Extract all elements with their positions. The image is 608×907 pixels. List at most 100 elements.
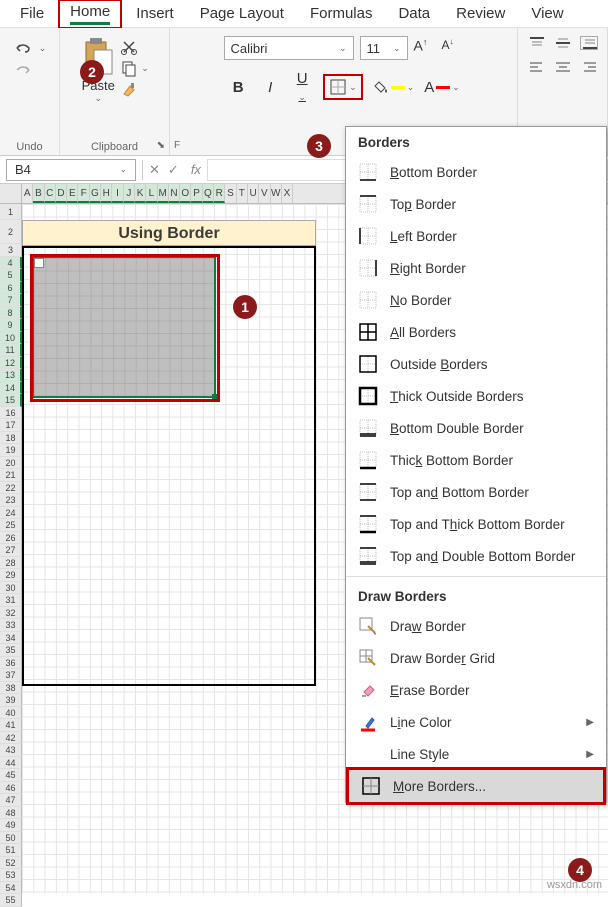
border-menu-line-style[interactable]: Line Style▶ (346, 738, 606, 770)
row-header-12[interactable]: 12 (0, 357, 22, 370)
selection-range[interactable] (32, 256, 216, 398)
row-header-39[interactable]: 39 (0, 694, 22, 707)
row-header-31[interactable]: 31 (0, 594, 22, 607)
row-header-16[interactable]: 16 (0, 407, 22, 420)
row-header-17[interactable]: 17 (0, 419, 22, 432)
border-menu-thick-bottom-border[interactable]: Thick Bottom Border (346, 444, 606, 476)
row-header-27[interactable]: 27 (0, 544, 22, 557)
row-header-55[interactable]: 55 (0, 894, 22, 907)
row-header-20[interactable]: 20 (0, 457, 22, 470)
col-header-T[interactable]: T (237, 184, 248, 203)
col-header-C[interactable]: C (45, 184, 56, 203)
border-menu-top-and-double-bottom-border[interactable]: Top and Double Bottom Border (346, 540, 606, 572)
cut-button[interactable] (120, 38, 149, 56)
border-menu-bottom-border[interactable]: Bottom Border (346, 156, 606, 188)
menu-page-layout[interactable]: Page Layout (188, 1, 296, 26)
border-menu-thick-outside-borders[interactable]: Thick Outside Borders (346, 380, 606, 412)
menu-insert[interactable]: Insert (124, 1, 186, 26)
row-header-19[interactable]: 19 (0, 444, 22, 457)
row-header-8[interactable]: 8 (0, 307, 22, 320)
menu-home[interactable]: Home (58, 0, 122, 29)
increase-font-button[interactable]: A↑ (414, 37, 436, 59)
col-header-H[interactable]: H (101, 184, 112, 203)
col-header-L[interactable]: L (146, 184, 157, 203)
col-header-Q[interactable]: Q (203, 184, 214, 203)
undo-button[interactable]: ⌄ (13, 40, 47, 56)
col-header-E[interactable]: E (67, 184, 78, 203)
border-menu-right-border[interactable]: Right Border (346, 252, 606, 284)
col-header-S[interactable]: S (225, 184, 236, 203)
decrease-font-button[interactable]: A↓ (442, 37, 464, 59)
border-menu-left-border[interactable]: Left Border (346, 220, 606, 252)
italic-button[interactable]: I (259, 79, 281, 96)
row-header-7[interactable]: 7 (0, 294, 22, 307)
col-header-J[interactable]: J (124, 184, 135, 203)
row-header-36[interactable]: 36 (0, 657, 22, 670)
row-header-33[interactable]: 33 (0, 619, 22, 632)
border-menu-top-border[interactable]: Top Border (346, 188, 606, 220)
format-painter-button[interactable] (120, 80, 149, 98)
border-menu-draw-border-grid[interactable]: Draw Border Grid (346, 642, 606, 674)
row-header-41[interactable]: 41 (0, 719, 22, 732)
row-header-35[interactable]: 35 (0, 644, 22, 657)
row-header-11[interactable]: 11 (0, 344, 22, 357)
row-header-18[interactable]: 18 (0, 432, 22, 445)
copy-button[interactable]: ⌄ (120, 59, 149, 77)
name-box[interactable]: B4⌄ (6, 159, 136, 181)
font-name-select[interactable]: Calibri⌄ (224, 36, 354, 60)
row-header-50[interactable]: 50 (0, 832, 22, 845)
align-bottom-icon[interactable] (580, 36, 598, 50)
font-color-button[interactable]: A ⌄ (424, 79, 460, 96)
row-header-30[interactable]: 30 (0, 582, 22, 595)
row-header-40[interactable]: 40 (0, 707, 22, 720)
menu-formulas[interactable]: Formulas (298, 1, 385, 26)
cancel-formula-icon[interactable]: ✕ (149, 162, 160, 178)
row-header-24[interactable]: 24 (0, 507, 22, 520)
col-header-G[interactable]: G (90, 184, 101, 203)
col-header-W[interactable]: W (271, 184, 282, 203)
row-header-47[interactable]: 47 (0, 794, 22, 807)
align-middle-icon[interactable] (554, 36, 572, 50)
borders-button[interactable]: ⌄ (323, 74, 363, 100)
row-header-9[interactable]: 9 (0, 319, 22, 332)
border-menu-erase-border[interactable]: Erase Border (346, 674, 606, 706)
col-header-P[interactable]: P (191, 184, 202, 203)
row-header-53[interactable]: 53 (0, 869, 22, 882)
col-header-R[interactable]: R (214, 184, 225, 203)
col-header-N[interactable]: N (169, 184, 180, 203)
row-header-15[interactable]: 15 (0, 394, 22, 407)
row-header-23[interactable]: 23 (0, 494, 22, 507)
font-launcher-icon[interactable]: F (174, 140, 180, 151)
col-header-M[interactable]: M (158, 184, 169, 203)
row-header-32[interactable]: 32 (0, 607, 22, 620)
row-header-46[interactable]: 46 (0, 782, 22, 795)
row-header-3[interactable]: 3 (0, 244, 22, 257)
border-menu-draw-border[interactable]: Draw Border (346, 610, 606, 642)
row-header-4[interactable]: 4 (0, 257, 22, 270)
row-header-1[interactable]: 1 (0, 204, 22, 220)
bold-button[interactable]: B (227, 79, 249, 96)
row-header-52[interactable]: 52 (0, 857, 22, 870)
fill-color-button[interactable]: ⌄ (373, 80, 415, 94)
border-menu-bottom-double-border[interactable]: Bottom Double Border (346, 412, 606, 444)
row-header-25[interactable]: 25 (0, 519, 22, 532)
row-header-21[interactable]: 21 (0, 469, 22, 482)
row-header-48[interactable]: 48 (0, 807, 22, 820)
col-header-A[interactable]: A (22, 184, 33, 203)
row-header-45[interactable]: 45 (0, 769, 22, 782)
border-menu-line-color[interactable]: Line Color▶ (346, 706, 606, 738)
row-header-42[interactable]: 42 (0, 732, 22, 745)
border-menu-top-and-bottom-border[interactable]: Top and Bottom Border (346, 476, 606, 508)
row-header-37[interactable]: 37 (0, 669, 22, 682)
menu-review[interactable]: Review (444, 1, 517, 26)
col-header-V[interactable]: V (259, 184, 270, 203)
col-header-F[interactable]: F (78, 184, 89, 203)
row-header-34[interactable]: 34 (0, 632, 22, 645)
redo-button[interactable] (13, 62, 47, 78)
row-header-49[interactable]: 49 (0, 819, 22, 832)
row-header-5[interactable]: 5 (0, 269, 22, 282)
border-menu-all-borders[interactable]: All Borders (346, 316, 606, 348)
select-all-corner[interactable] (0, 184, 22, 203)
row-header-54[interactable]: 54 (0, 882, 22, 895)
menu-view[interactable]: View (519, 1, 575, 26)
